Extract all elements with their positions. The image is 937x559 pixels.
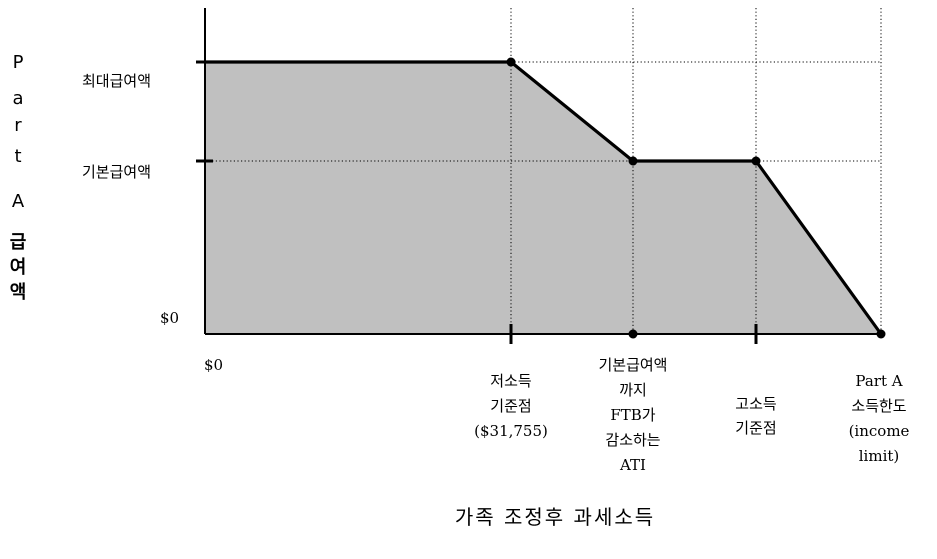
point-high-threshold <box>751 156 761 166</box>
x-label-low-threshold: 저소득 기준점 ($31,755) <box>474 372 548 440</box>
x-label-limit-line1: Part A <box>855 372 902 390</box>
y-axis-label: P a r t A 급 여 액 <box>10 52 27 303</box>
y-label-p: P <box>13 52 24 73</box>
x-label-ftb-line4: 감소하는 <box>605 431 660 449</box>
y-label-aek: 액 <box>10 282 27 303</box>
point-low-threshold <box>506 57 516 67</box>
x-label-high-line2: 기준점 <box>735 419 776 437</box>
x-label-limit-line2: 소득한도 <box>851 397 906 415</box>
x-label-ftb-line5: ATI <box>619 456 646 474</box>
x-label-ftb-line2: 까지 <box>619 381 647 399</box>
y-label-yeo: 여 <box>10 257 27 278</box>
y-label-letter-a: A <box>12 191 25 212</box>
x-label-income-limit: Part A 소득한도 (income limit) <box>849 372 910 465</box>
x-label-low-line2: 기준점 <box>490 397 531 415</box>
x-label-ftb-line3: FTB가 <box>610 406 655 424</box>
point-ftb-base <box>628 156 638 166</box>
x-label-high-threshold: 고소득 기준점 <box>735 395 777 437</box>
x-label-low-line1: 저소득 <box>490 372 532 390</box>
y-label-r: r <box>14 115 22 136</box>
point-income-limit <box>876 329 886 339</box>
x-label-low-line3: ($31,755) <box>474 422 548 440</box>
benefit-area <box>205 62 881 334</box>
y-label-t: t <box>14 146 21 167</box>
y-level-zero-label: $0 <box>160 309 179 327</box>
x-label-limit-line4: limit) <box>859 447 900 465</box>
point-ftb-axis <box>628 329 638 339</box>
y-label-a1: a <box>12 88 23 109</box>
x-label-limit-line3: (income <box>849 422 910 440</box>
y-level-base-label: 기본급여액 <box>82 163 151 181</box>
x-axis-title: 가족 조정후 과세소득 <box>455 505 655 529</box>
x-origin-label: $0 <box>204 356 223 374</box>
x-label-ftb-line1: 기본급여액 <box>598 356 667 374</box>
x-label-ftb: 기본급여액 까지 FTB가 감소하는 ATI <box>598 356 667 474</box>
y-level-max-label: 최대급여액 <box>82 72 151 90</box>
y-label-geup: 급 <box>10 232 27 253</box>
x-label-high-line1: 고소득 <box>735 395 777 413</box>
